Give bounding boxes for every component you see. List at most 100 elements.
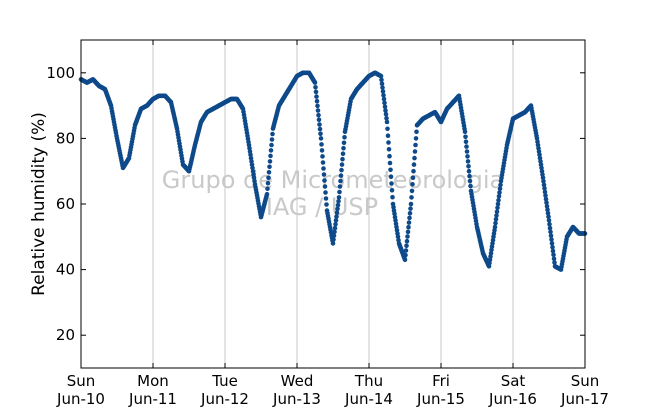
data-point (379, 77, 384, 83)
data-point (406, 224, 411, 230)
data-point (495, 201, 501, 207)
data-point (496, 197, 501, 203)
x-tick-label-day: Tue (211, 372, 238, 390)
data-point (265, 186, 270, 191)
data-point (269, 142, 274, 148)
data-point (494, 213, 499, 218)
data-point (388, 167, 393, 173)
data-point (414, 129, 419, 135)
x-tick-label-day: Sat (501, 372, 526, 390)
data-point (338, 173, 344, 178)
x-tick-label-day: Sun (571, 372, 600, 390)
data-point (313, 85, 318, 90)
data-point (382, 104, 388, 109)
y-tick-label: 20 (56, 326, 75, 344)
data-point (464, 144, 469, 149)
x-tick-label-day: Wed (281, 372, 314, 390)
data-point (498, 182, 503, 188)
data-point (312, 80, 318, 85)
data-point (341, 140, 347, 146)
data-point (387, 160, 393, 166)
x-tick-label-date: Jun-16 (488, 390, 537, 408)
data-point (320, 160, 326, 165)
data-point (336, 199, 341, 204)
x-tick-label-date: Jun-11 (128, 390, 177, 408)
data-point (497, 186, 503, 191)
data-point (389, 181, 394, 186)
data-point (552, 260, 557, 265)
x-tick-label-date: Jun-17 (560, 390, 609, 408)
watermark-line-1: Grupo de Micrometeorologia (162, 166, 504, 194)
data-point (270, 131, 275, 137)
x-tick-label-date: Jun-14 (344, 390, 393, 408)
data-point (550, 244, 555, 250)
data-point (405, 229, 411, 235)
data-point (383, 112, 389, 117)
data-point (403, 248, 409, 253)
data-point (410, 175, 416, 181)
data-point (266, 170, 272, 175)
data-point (332, 229, 337, 235)
data-point (404, 243, 409, 249)
data-point (543, 196, 549, 202)
watermark: Grupo de Micrometeorologia IAG / USP (162, 166, 504, 221)
data-point (339, 162, 345, 167)
data-point (331, 237, 336, 242)
data-point (413, 142, 418, 148)
data-point (541, 182, 547, 188)
data-point (547, 225, 553, 231)
x-tick-label-date: Jun-10 (56, 390, 105, 408)
data-point (316, 117, 322, 123)
data-point (380, 89, 386, 94)
data-point (412, 155, 417, 161)
data-point (315, 103, 320, 109)
x-tick-label-day: Mon (137, 372, 169, 390)
data-point (334, 210, 340, 215)
data-point (267, 164, 272, 170)
data-point (317, 126, 323, 132)
data-point (381, 92, 386, 98)
data-point (545, 211, 551, 216)
data-point (544, 203, 550, 209)
data-point (462, 129, 468, 135)
data-point (413, 136, 419, 141)
data-point (319, 148, 325, 153)
data-point (378, 73, 384, 79)
data-point (386, 140, 391, 145)
data-point (463, 134, 468, 140)
data-point (494, 209, 500, 214)
x-tick-label-day: Thu (354, 372, 383, 390)
data-point (264, 191, 270, 197)
y-axis-ticks: 20 40 60 80 100 (46, 64, 585, 344)
data-point (409, 188, 415, 194)
data-point (265, 180, 271, 186)
data-point (380, 85, 385, 90)
data-point (497, 190, 502, 195)
data-point (408, 201, 414, 207)
y-tick-label: 100 (46, 64, 75, 82)
data-point (314, 94, 319, 99)
data-point (388, 174, 394, 179)
data-point (463, 139, 469, 144)
data-point (406, 220, 412, 225)
data-point (542, 189, 548, 195)
x-tick-label-date: Jun-15 (416, 390, 465, 408)
data-point (492, 224, 498, 230)
watermark-line-2: IAG / USP (266, 193, 378, 221)
x-tick-label-date: Jun-12 (200, 390, 249, 408)
data-point (465, 154, 470, 159)
y-tick-label: 60 (56, 195, 75, 213)
data-point (338, 178, 343, 184)
data-point (543, 193, 548, 198)
data-point (336, 195, 342, 200)
data-point (408, 206, 413, 211)
data-point (407, 211, 413, 216)
data-point (493, 220, 498, 226)
data-point (382, 100, 387, 106)
data-point (384, 119, 390, 125)
data-point (323, 190, 328, 195)
data-point (465, 159, 471, 164)
data-point (549, 241, 555, 246)
data-point (317, 122, 322, 127)
